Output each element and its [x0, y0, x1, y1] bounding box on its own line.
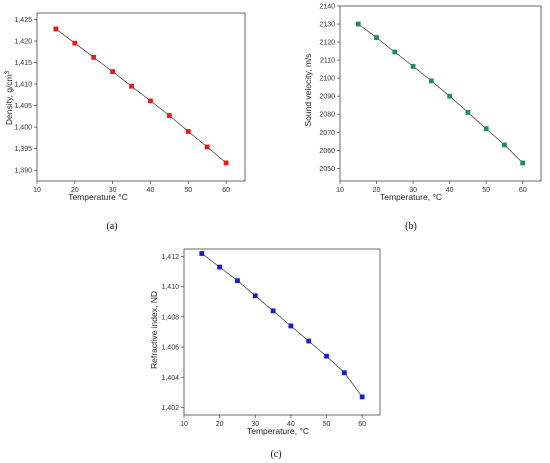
y-tick-label: 1,415 — [14, 60, 32, 67]
y-tick-label: 1,406 — [161, 345, 179, 352]
y-tick-label: 2080 — [319, 112, 335, 119]
plot-frame — [36, 12, 246, 182]
data-point — [223, 160, 229, 166]
x-tick-label: 60 — [519, 187, 527, 194]
series-line — [201, 253, 363, 398]
data-point — [465, 110, 471, 115]
y-axis-title: Density, g/cm3 — [4, 70, 14, 125]
x-tick-label: 40 — [147, 187, 155, 194]
y-tick-label: 1,425 — [14, 17, 32, 24]
data-point — [520, 160, 526, 166]
data-point — [359, 394, 365, 400]
data-point — [355, 21, 361, 27]
panel-label: (b) — [405, 221, 417, 232]
x-tick-label: 50 — [323, 421, 331, 428]
y-tick-label: 2070 — [319, 130, 335, 137]
chart-panel-b: Sound velocity, m/s Temperature, °C (b) … — [303, 4, 542, 232]
x-tick-label: 50 — [184, 187, 192, 194]
x-tick-label: 30 — [251, 421, 259, 428]
data-point — [53, 26, 59, 32]
x-axis-title: Temperature, °C — [247, 426, 309, 436]
y-tick-label: 1,410 — [161, 284, 179, 291]
y-tick-label: 2090 — [319, 94, 335, 101]
x-tick-label: 10 — [180, 421, 188, 428]
y-tick-label: 1,390 — [14, 168, 32, 175]
y-tick-label: 2060 — [319, 148, 335, 155]
x-tick-label: 20 — [373, 187, 381, 194]
data-point — [447, 93, 453, 99]
y-tick-label: 2120 — [319, 40, 335, 47]
data-point — [148, 98, 153, 104]
x-tick-label: 60 — [358, 421, 366, 428]
data-point — [270, 308, 276, 314]
plot-frame — [339, 5, 542, 182]
data-point — [502, 142, 507, 148]
y-tick-label: 2130 — [319, 22, 335, 29]
y-tick-label: 1,412 — [161, 254, 179, 261]
data-point — [204, 144, 210, 150]
y-tick-label: 2100 — [319, 76, 335, 83]
data-point — [129, 83, 134, 89]
data-point — [185, 129, 191, 134]
data-point — [324, 353, 329, 359]
series-line — [55, 28, 227, 164]
x-tick-label: 20 — [71, 187, 79, 194]
data-point — [166, 113, 172, 118]
x-tick-label: 30 — [109, 187, 117, 194]
y-tick-label: 1,402 — [161, 405, 179, 412]
panel-label: (a) — [106, 221, 117, 232]
plot-frame — [183, 248, 381, 416]
x-axis-title: Temperature °C — [68, 192, 128, 202]
y-tick-label: 1,408 — [161, 314, 179, 321]
y-axis-title: Refractive index, ND — [149, 291, 159, 369]
data-point — [306, 338, 312, 344]
y-tick-label: 2110 — [320, 58, 335, 65]
x-tick-label: 20 — [216, 421, 224, 428]
x-tick-label: 10 — [336, 187, 344, 194]
x-tick-label: 60 — [222, 187, 230, 194]
y-tick-label: 1,404 — [161, 375, 179, 382]
data-point — [392, 49, 398, 55]
data-point — [217, 264, 223, 270]
data-point — [110, 69, 116, 74]
chart-panel-a: Density, g/cm3 Temperature °C (a) 10 20 30… — [4, 12, 246, 232]
y-tick-label: 1,420 — [14, 39, 32, 46]
data-point — [91, 54, 97, 60]
y-tick-label: 1,395 — [14, 146, 32, 153]
x-tick-label: 30 — [409, 187, 417, 194]
data-point — [428, 78, 434, 84]
data-point — [72, 40, 78, 46]
chart-panel-c: Refractive index, ND Temperature, °C (c)… — [149, 248, 381, 460]
data-point — [483, 126, 489, 132]
y-tick-label: 2050 — [319, 166, 335, 173]
data-point — [341, 370, 347, 376]
y-tick-label: 2140 — [319, 4, 335, 11]
y-tick-label: 1,400 — [14, 125, 32, 132]
x-axis-title: Temperature, °C — [380, 192, 442, 202]
x-tick-label: 10 — [33, 187, 41, 194]
x-tick-label: 50 — [482, 187, 490, 194]
x-tick-label: 40 — [446, 187, 454, 194]
data-point — [374, 35, 379, 40]
series-line — [358, 23, 523, 164]
panel-label: (c) — [270, 449, 281, 460]
data-point — [410, 64, 416, 69]
data-point — [199, 251, 205, 256]
data-point — [252, 293, 258, 299]
y-tick-label: 1,405 — [14, 103, 32, 110]
y-tick-label: 1,410 — [14, 82, 32, 89]
data-point — [288, 323, 294, 329]
data-point — [235, 278, 240, 284]
y-axis-title: Sound velocity, m/s — [303, 53, 313, 126]
x-tick-label: 40 — [287, 421, 295, 428]
